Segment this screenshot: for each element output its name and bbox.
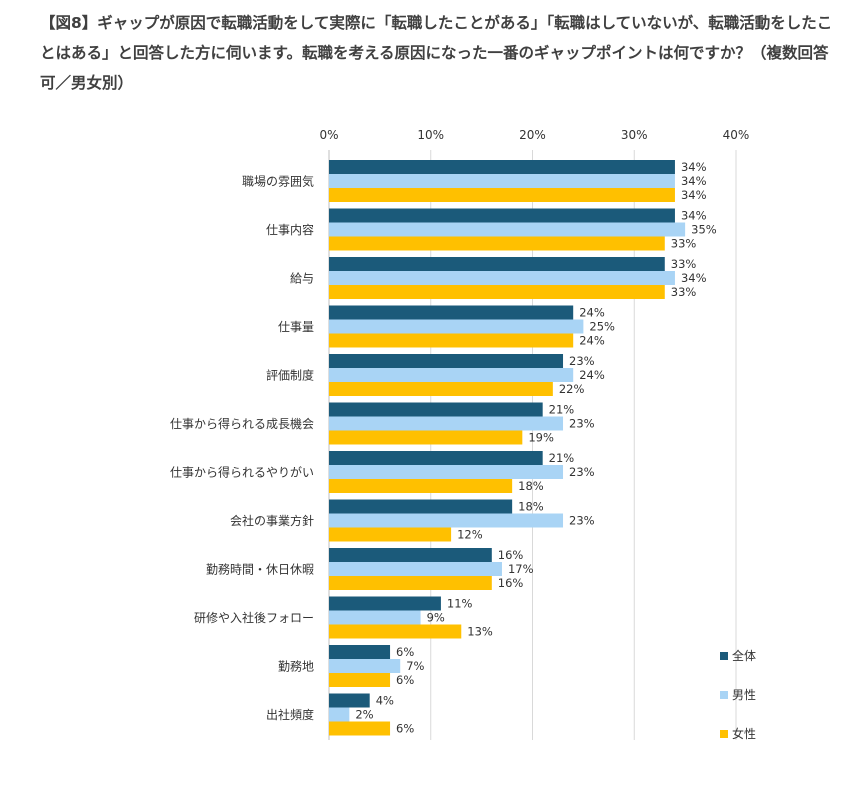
- data-label: 33%: [671, 237, 697, 251]
- x-tick-label: 10%: [417, 128, 444, 142]
- data-label: 24%: [579, 334, 605, 348]
- x-tick-label: 0%: [319, 128, 338, 142]
- data-label: 16%: [498, 548, 524, 562]
- category-label: 会社の事業方針: [230, 513, 314, 528]
- bar: [329, 430, 523, 445]
- data-label: 22%: [559, 382, 585, 396]
- bar: [329, 305, 574, 320]
- category-label: 仕事量: [278, 320, 314, 334]
- category-label: 給与: [290, 272, 314, 286]
- data-label: 18%: [518, 479, 544, 493]
- data-label: 11%: [447, 597, 473, 611]
- bar: [329, 721, 391, 736]
- data-label: 6%: [396, 722, 414, 736]
- data-label: 19%: [528, 431, 554, 445]
- bar: [329, 174, 675, 188]
- bar: [329, 707, 350, 722]
- data-label: 9%: [427, 611, 445, 625]
- data-label: 7%: [406, 659, 424, 673]
- x-tick-label: 20%: [519, 128, 546, 142]
- data-label: 23%: [569, 417, 595, 431]
- bar: [329, 354, 564, 368]
- category-label: 出社頻度: [266, 707, 314, 722]
- bar: [329, 160, 675, 174]
- bar: [329, 236, 665, 251]
- bar: [329, 513, 564, 528]
- category-label: 仕事から得られるやりがい: [170, 465, 314, 480]
- data-label: 24%: [579, 368, 605, 382]
- bar: [329, 527, 452, 542]
- x-tick-label: 40%: [723, 128, 750, 142]
- data-label: 12%: [457, 528, 483, 542]
- bar: [329, 499, 513, 514]
- data-label: 34%: [681, 271, 707, 285]
- bar: [329, 596, 441, 611]
- bar: [329, 659, 401, 673]
- data-label: 4%: [376, 694, 394, 708]
- bar: [329, 368, 574, 382]
- data-label: 21%: [549, 451, 575, 465]
- data-label: 17%: [508, 562, 534, 576]
- category-label: 勤務時間・休日休暇: [206, 563, 314, 577]
- data-label: 34%: [681, 174, 707, 188]
- bar: [329, 576, 492, 590]
- category-label: 研修や入社後フォロー: [194, 610, 314, 625]
- bar: [329, 382, 553, 396]
- legend-label: 全体: [732, 648, 756, 663]
- bar: [329, 285, 665, 299]
- data-label: 25%: [589, 320, 615, 334]
- bar: [329, 416, 564, 431]
- data-label: 35%: [691, 223, 717, 237]
- bar: [329, 451, 543, 465]
- category-label: 評価制度: [266, 368, 314, 383]
- data-label: 24%: [579, 306, 605, 320]
- x-tick-label: 30%: [621, 128, 648, 142]
- legend-label: 男性: [732, 688, 756, 702]
- data-label: 6%: [396, 645, 414, 659]
- legend-swatch: [720, 691, 728, 699]
- bar: [329, 222, 686, 237]
- bar: [329, 402, 543, 417]
- bar: [329, 645, 391, 659]
- bar: [329, 208, 675, 223]
- bar: [329, 479, 513, 493]
- category-label: 職場の雰囲気: [242, 174, 314, 189]
- data-label: 34%: [681, 160, 707, 174]
- data-label: 34%: [681, 209, 707, 223]
- legend-swatch: [720, 652, 728, 660]
- bar: [329, 610, 421, 625]
- data-label: 23%: [569, 354, 595, 368]
- legend-swatch: [720, 730, 728, 738]
- bar: [329, 257, 665, 271]
- data-label: 23%: [569, 465, 595, 479]
- bar: [329, 548, 492, 562]
- data-label: 18%: [518, 500, 544, 514]
- data-label: 21%: [549, 403, 575, 417]
- bar: [329, 319, 584, 334]
- data-label: 33%: [671, 257, 697, 271]
- legend-label: 女性: [732, 726, 756, 741]
- bar: [329, 673, 391, 687]
- bar: [329, 333, 574, 348]
- bar: [329, 693, 370, 708]
- category-label: 仕事内容: [266, 222, 314, 237]
- chart-title: 【図8】ギャップが原因で転職活動をして実際に「転職したことがある」「転職はしてい…: [40, 14, 833, 92]
- bar: [329, 562, 502, 576]
- data-label: 6%: [396, 673, 414, 687]
- data-label: 34%: [681, 188, 707, 202]
- data-label: 13%: [467, 625, 493, 639]
- data-label: 2%: [355, 708, 373, 722]
- bar: [329, 465, 564, 479]
- bar: [329, 271, 675, 285]
- bar: [329, 188, 675, 202]
- category-label: 仕事から得られる成長機会: [170, 416, 314, 431]
- category-label: 勤務地: [278, 660, 314, 674]
- data-label: 16%: [498, 576, 524, 590]
- data-label: 23%: [569, 514, 595, 528]
- bar: [329, 624, 462, 639]
- data-label: 33%: [671, 285, 697, 299]
